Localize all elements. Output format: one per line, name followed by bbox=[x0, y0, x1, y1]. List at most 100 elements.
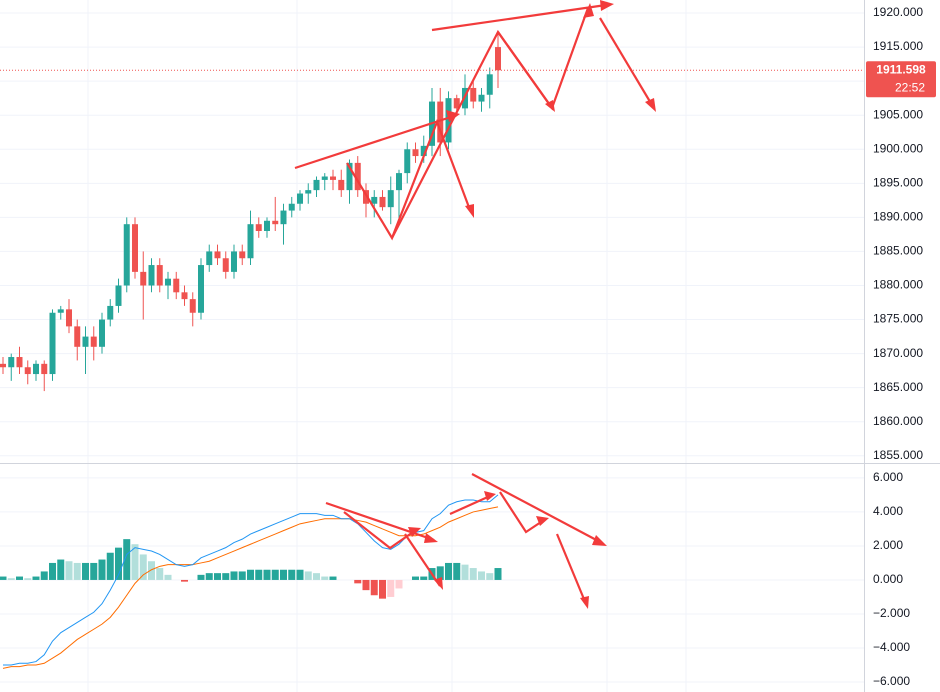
histogram-bar bbox=[106, 552, 114, 580]
candle-body bbox=[165, 278, 171, 286]
candle-body bbox=[495, 47, 501, 71]
candle-body bbox=[132, 224, 138, 272]
candle-body bbox=[272, 220, 279, 225]
candle-body bbox=[239, 251, 246, 259]
histogram-bar bbox=[65, 561, 73, 580]
histogram-bar bbox=[32, 576, 40, 580]
y-tick-label: 1905.000 bbox=[873, 107, 923, 121]
last-price-label: 1911.598 bbox=[876, 62, 926, 76]
histogram-bar bbox=[98, 559, 106, 580]
countdown-label: 22:52 bbox=[895, 80, 925, 94]
histogram-bar bbox=[7, 578, 15, 580]
histogram-bar bbox=[362, 579, 370, 591]
y-tick-label: 1895.000 bbox=[873, 175, 923, 189]
candle-body bbox=[313, 179, 320, 191]
candle-body bbox=[107, 305, 114, 320]
candle-body bbox=[57, 309, 64, 313]
candle-body bbox=[66, 309, 72, 327]
histogram-bar bbox=[131, 544, 139, 580]
histogram-bar bbox=[263, 569, 271, 580]
candle-body bbox=[321, 176, 328, 180]
histogram-bar bbox=[494, 568, 502, 580]
candle-body bbox=[140, 271, 147, 286]
histogram-bar bbox=[387, 579, 395, 597]
y-tick-label: 1885.000 bbox=[873, 244, 923, 258]
histogram-bar bbox=[73, 562, 81, 580]
candle-body bbox=[264, 220, 270, 231]
y-tick-label: 6.000 bbox=[873, 470, 903, 484]
y-tick-label: 1890.000 bbox=[873, 210, 923, 224]
candle-body bbox=[297, 193, 303, 204]
histogram-bar bbox=[478, 571, 485, 580]
histogram-bar bbox=[90, 562, 98, 580]
histogram-bar bbox=[412, 576, 419, 580]
histogram-bar bbox=[445, 562, 452, 580]
histogram-bar bbox=[139, 554, 147, 580]
histogram-bar bbox=[214, 573, 221, 580]
candle-body bbox=[123, 224, 130, 286]
histogram-bar bbox=[395, 579, 403, 589]
candle-body bbox=[437, 101, 444, 143]
y-tick-label: 1860.000 bbox=[873, 414, 923, 428]
y-tick-label: −4.000 bbox=[873, 640, 910, 654]
histogram-bar bbox=[197, 574, 205, 580]
y-tick-label: 0.000 bbox=[873, 572, 903, 586]
histogram-bar bbox=[115, 547, 122, 580]
candle-body bbox=[206, 251, 213, 266]
candle-body bbox=[255, 224, 262, 231]
y-tick-label: 1875.000 bbox=[873, 312, 923, 326]
histogram-bar bbox=[0, 576, 7, 580]
y-tick-label: 1865.000 bbox=[873, 380, 923, 394]
histogram-bar bbox=[82, 562, 89, 580]
candle-body bbox=[74, 326, 81, 347]
candle-body bbox=[247, 224, 254, 259]
last-price-box bbox=[866, 61, 936, 98]
candle-body bbox=[156, 265, 163, 286]
candle-body bbox=[486, 74, 493, 95]
y-tick-label: 1880.000 bbox=[873, 278, 923, 292]
y-tick-label: 1915.000 bbox=[873, 39, 923, 53]
candle-body bbox=[363, 190, 369, 204]
histogram-bar bbox=[313, 573, 320, 580]
candle-body bbox=[404, 149, 411, 174]
histogram-bar bbox=[24, 578, 32, 580]
candle-body bbox=[346, 162, 353, 191]
candle-body bbox=[379, 196, 386, 208]
candle-body bbox=[305, 190, 312, 194]
candle-body bbox=[99, 319, 105, 347]
y-tick-label: 1870.000 bbox=[873, 346, 923, 360]
histogram-bar bbox=[354, 579, 362, 584]
histogram-bar bbox=[329, 576, 337, 580]
candle-body bbox=[412, 149, 419, 157]
histogram-bar bbox=[379, 579, 386, 599]
candle-body bbox=[354, 162, 361, 191]
candle-body bbox=[189, 299, 196, 313]
histogram-bar bbox=[164, 574, 172, 580]
histogram-bar bbox=[16, 576, 23, 580]
candle-body bbox=[41, 363, 48, 375]
candle-body bbox=[33, 363, 39, 375]
candle-body bbox=[0, 363, 6, 368]
histogram-bar bbox=[469, 568, 477, 580]
histogram-bar bbox=[288, 569, 296, 580]
y-tick-label: 1855.000 bbox=[873, 448, 923, 462]
candle-body bbox=[478, 94, 485, 102]
candle-body bbox=[222, 258, 229, 272]
annotations bbox=[294, 0, 656, 609]
vertical-grid bbox=[87, 0, 687, 692]
candle-body bbox=[453, 98, 460, 109]
candle-body bbox=[445, 98, 452, 143]
candle-body bbox=[49, 312, 56, 375]
histogram-bar bbox=[461, 564, 469, 580]
candle-body bbox=[173, 278, 180, 293]
histogram-bar bbox=[453, 562, 461, 580]
candle-body bbox=[396, 173, 402, 191]
histogram-bar bbox=[205, 573, 213, 580]
histogram-bar bbox=[49, 562, 56, 580]
candle-body bbox=[371, 196, 378, 204]
histogram-bar bbox=[370, 579, 378, 596]
histogram-bar bbox=[40, 571, 48, 580]
candle-body bbox=[330, 176, 336, 180]
candle-body bbox=[24, 367, 31, 375]
